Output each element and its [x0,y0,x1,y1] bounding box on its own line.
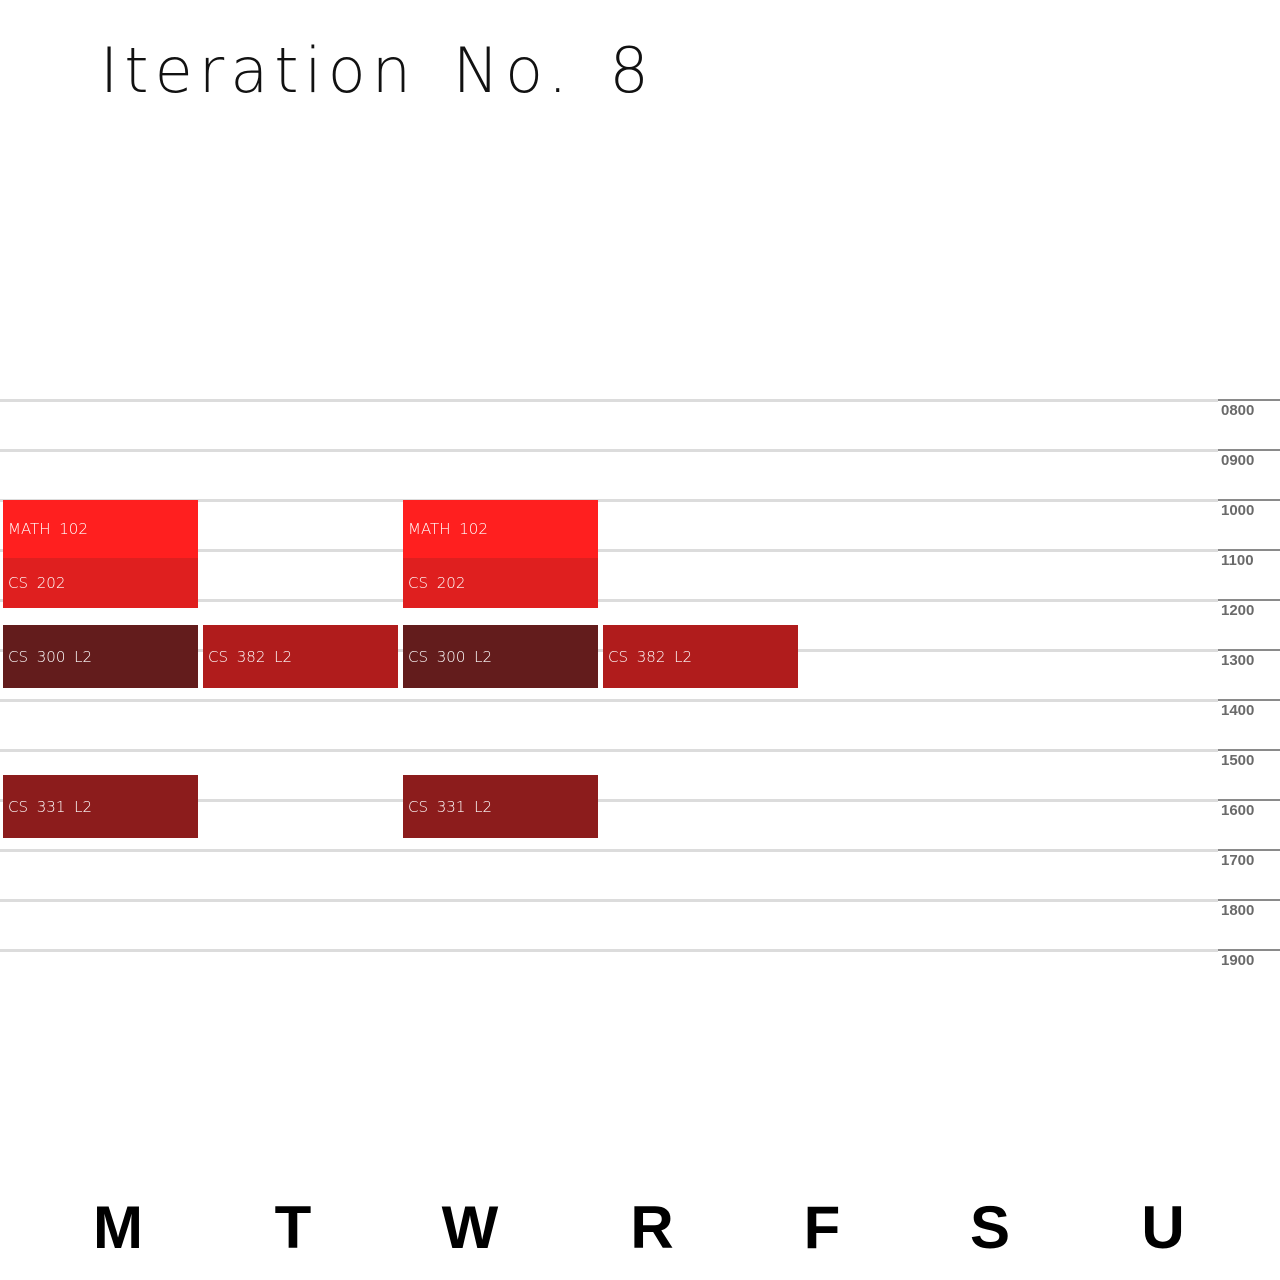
time-label: 1400 [1221,702,1255,719]
day-label-w: W [441,1194,499,1261]
grid-line-1900 [0,949,1218,952]
grid-line-1400 [0,699,1218,702]
time-label: 1500 [1221,752,1255,769]
course-block: MATH 102 [403,500,598,558]
time-tick-0900 [1218,449,1280,451]
time-tick-1300 [1218,649,1280,651]
grid-line-1000 [0,499,1218,502]
time-tick-1800 [1218,899,1280,901]
time-label: 1700 [1221,852,1255,869]
grid-line-1100 [0,549,1218,552]
day-label-r: R [630,1194,674,1261]
day-label-t: T [274,1194,312,1261]
grid-line-0800 [0,399,1218,402]
grid-line-1200 [0,599,1218,602]
course-block: CS 331 L2 [3,775,198,838]
time-tick-1000 [1218,499,1280,501]
time-tick-1100 [1218,549,1280,551]
course-block: CS 202 [403,558,598,608]
grid-line-1600 [0,799,1218,802]
time-label: 1200 [1221,602,1255,619]
time-tick-1600 [1218,799,1280,801]
course-block: CS 331 L2 [403,775,598,838]
day-label-f: F [803,1194,841,1261]
time-label: 1800 [1221,902,1255,919]
day-label-s: S [969,1194,1011,1261]
time-tick-1400 [1218,699,1280,701]
day-label-u: U [1141,1194,1185,1261]
time-label: 0800 [1221,402,1255,419]
time-label: 1600 [1221,802,1255,819]
time-label: 1900 [1221,952,1255,969]
grid-line-0900 [0,449,1218,452]
time-tick-1500 [1218,749,1280,751]
grid-line-1800 [0,899,1218,902]
page-title: Iteration No. 8 [100,34,655,107]
course-block: CS 382 L2 [603,625,798,688]
grid-line-1500 [0,749,1218,752]
course-block: MATH 102 [3,500,198,558]
time-tick-1200 [1218,599,1280,601]
day-label-m: M [93,1194,143,1261]
time-tick-1900 [1218,949,1280,951]
time-tick-1700 [1218,849,1280,851]
time-label: 1000 [1221,502,1255,519]
course-block: CS 382 L2 [203,625,398,688]
time-label: 1300 [1221,652,1255,669]
course-block: CS 300 L2 [3,625,198,688]
course-block: CS 300 L2 [403,625,598,688]
time-label: 0900 [1221,452,1255,469]
time-label: 1100 [1221,552,1254,569]
grid-line-1700 [0,849,1218,852]
time-tick-0800 [1218,399,1280,401]
course-block: CS 202 [3,558,198,608]
